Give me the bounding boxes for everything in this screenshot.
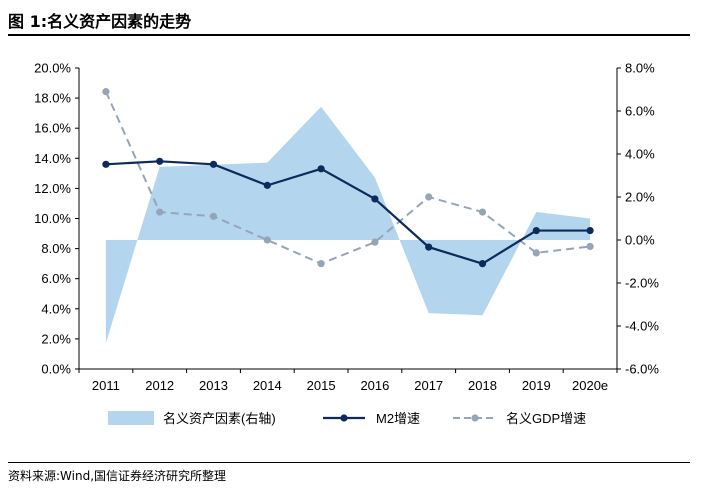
x-tick-label: 2011: [92, 378, 120, 393]
m2-point-2011: [102, 160, 110, 168]
gdp-point-2016: [371, 238, 379, 246]
source-note: 资料来源:Wind,国信证券经济研究所整理: [8, 469, 227, 483]
area-series-fill: [105, 106, 591, 344]
right-tick-label: 4.0%: [625, 147, 655, 162]
right-tick-label: 2.0%: [625, 190, 655, 205]
left-tick-label: 0.0%: [41, 362, 71, 377]
gdp-point-2011: [102, 88, 110, 96]
figure-title: 图 1:名义资产因素的走势: [8, 12, 192, 31]
m2-point-2014: [263, 181, 271, 189]
axes-group: 0.0% 2.0% 4.0% 6.0% 8.0% 10.0% 12.0% 14.0% 16.0%…: [34, 61, 659, 394]
line-series-group: [102, 88, 594, 268]
right-tick-label: 0.0%: [625, 233, 655, 248]
left-tick-label: 14.0%: [34, 151, 71, 166]
legend-swatch-m2-marker: [340, 414, 348, 422]
x-tick-label: 2015: [307, 378, 336, 393]
area-series-group: [105, 106, 591, 344]
left-tick-label: 8.0%: [41, 241, 71, 256]
right-tick-label: 8.0%: [625, 61, 655, 76]
legend-swatch-area: [108, 411, 154, 425]
m2-point-2013: [209, 160, 218, 168]
gdp-point-2013: [209, 212, 218, 220]
right-tick-label: -2.0%: [625, 276, 659, 291]
x-tick-label: 2017: [414, 378, 443, 393]
legend-label-gdp: 名义GDP增速: [506, 411, 586, 426]
legend-label-area: 名义资产因素(右轴): [163, 411, 276, 426]
m2-growth-line: [105, 160, 591, 265]
legend-swatch-gdp-marker: [471, 414, 479, 422]
gdp-point-2012: [156, 208, 164, 216]
title-rule: [8, 34, 690, 36]
source-rule: [8, 462, 690, 463]
left-tick-label: 20.0%: [34, 61, 71, 76]
left-tick-label: 16.0%: [34, 121, 71, 136]
gdp-point-2015: [317, 260, 325, 268]
left-tick-label: 4.0%: [41, 301, 71, 316]
left-tick-label: 18.0%: [34, 91, 71, 106]
legend-label-m2: M2增速: [376, 411, 420, 426]
m2-point-2020e: [586, 226, 594, 235]
left-tick-label: 10.0%: [34, 211, 71, 226]
m2-point-2019: [532, 226, 540, 235]
x-tick-label: 2016: [360, 378, 389, 393]
gdp-point-2019: [532, 249, 540, 257]
gdp-point-2014: [263, 236, 271, 244]
m2-point-2012: [156, 157, 164, 165]
gdp-point-2020e: [586, 242, 594, 251]
left-tick-label: 6.0%: [41, 271, 71, 286]
x-tick-label: 2020e: [572, 378, 608, 393]
x-tick-label: 2018: [468, 378, 497, 393]
gdp-point-2018: [478, 208, 487, 216]
x-tick-label: 2012: [145, 378, 174, 393]
m2-point-2017: [425, 243, 433, 251]
right-tick-label: 6.0%: [625, 104, 655, 119]
gdp-growth-line: [104, 91, 591, 265]
m2-point-2015: [317, 165, 325, 173]
right-tick-label: -4.0%: [625, 319, 659, 334]
x-tick-label: 2019: [522, 378, 551, 393]
left-tick-label: 12.0%: [34, 181, 71, 196]
m2-point-2018: [478, 260, 487, 268]
m2-point-2016: [371, 195, 379, 203]
right-tick-label: -6.0%: [625, 362, 659, 377]
x-tick-label: 2013: [199, 378, 228, 393]
legend: 名义资产因素(右轴) M2增速 名义GDP增速: [108, 411, 586, 426]
left-tick-label: 2.0%: [41, 331, 71, 346]
x-tick-label: 2014: [253, 378, 282, 393]
gdp-point-2017: [425, 193, 433, 201]
